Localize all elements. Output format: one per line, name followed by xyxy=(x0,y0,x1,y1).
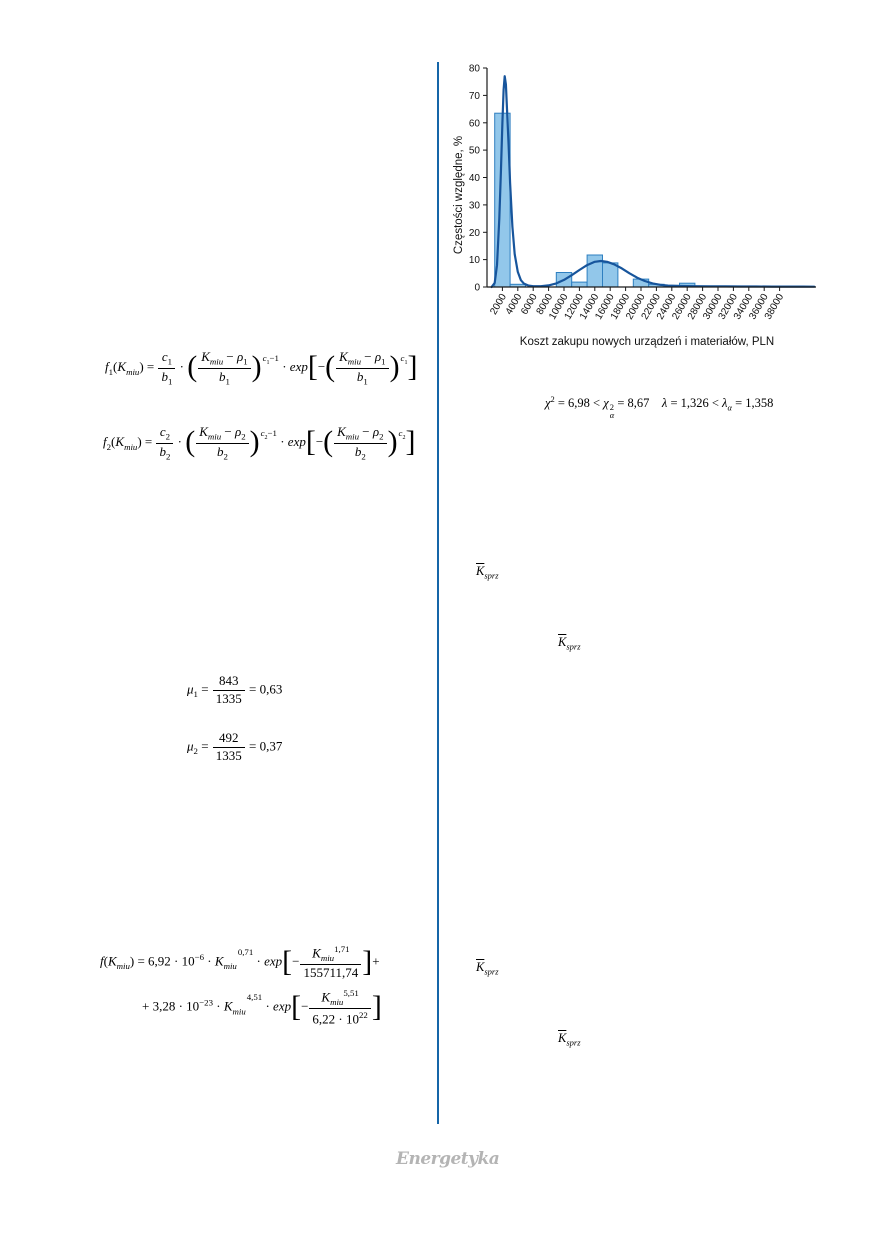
fit-curve xyxy=(490,75,816,289)
journal-logo: Energetyka xyxy=(396,1149,500,1169)
ksprz-symbol: Ksprz xyxy=(558,635,581,652)
column-divider xyxy=(437,62,439,1124)
y-axis-title: Częstości względne, % xyxy=(453,136,465,254)
y-tick-label: 30 xyxy=(469,200,481,211)
formula-f2-weibull: f2(Kmiu) = c2 b2 · (Kmiu − ρ2 b2)c2−1 · ex… xyxy=(103,424,416,462)
cost-histogram-svg: 0102030405060708020004000600080001000012… xyxy=(453,64,816,348)
histogram-bar xyxy=(586,254,604,288)
formula-mixture-line2: + 3,28 · 10−23 · Kmiu4,51 · exp[− Kmiu5,5… xyxy=(142,988,382,1027)
y-tick-label: 40 xyxy=(469,173,481,184)
ksprz-symbol: Ksprz xyxy=(476,960,499,977)
ksprz-symbol: Ksprz xyxy=(476,564,499,581)
formula-f1-weibull: f1(Kmiu) = c1 b1 · (Kmiu − ρ1 b1)c1−1 · ex… xyxy=(105,349,418,387)
formula-mixture-density: f(Kmiu) = 6,92 · 10−6 · Kmiu0,71 · exp[−… xyxy=(100,944,382,1027)
y-tick-label: 70 xyxy=(469,91,481,102)
formula-mu1-weight: μ1 = 843 1335 = 0,63 xyxy=(187,673,283,706)
y-tick-label: 0 xyxy=(474,283,480,294)
y-tick-label: 50 xyxy=(469,146,481,157)
y-tick-label: 10 xyxy=(469,255,481,266)
x-axis-title: Koszt zakupu nowych urządzeń i materiałó… xyxy=(520,336,774,348)
y-tick-label: 20 xyxy=(469,228,481,239)
cost-histogram-figure: 0 10 20 30 40 50 60 70 80 2000 4000 6000 8000 10000 12… xyxy=(440,55,860,370)
formula-mu2-weight: μ2 = 492 1335 = 0,37 xyxy=(187,730,283,763)
histogram-bar xyxy=(602,262,619,288)
histogram-bar xyxy=(571,281,588,288)
formula-mixture-line1: f(Kmiu) = 6,92 · 10−6 · Kmiu0,71 · exp[−… xyxy=(100,944,380,981)
ksprz-symbol: Ksprz xyxy=(558,1031,581,1048)
y-tick-label: 80 xyxy=(469,64,481,75)
y-tick-label: 60 xyxy=(469,118,481,129)
